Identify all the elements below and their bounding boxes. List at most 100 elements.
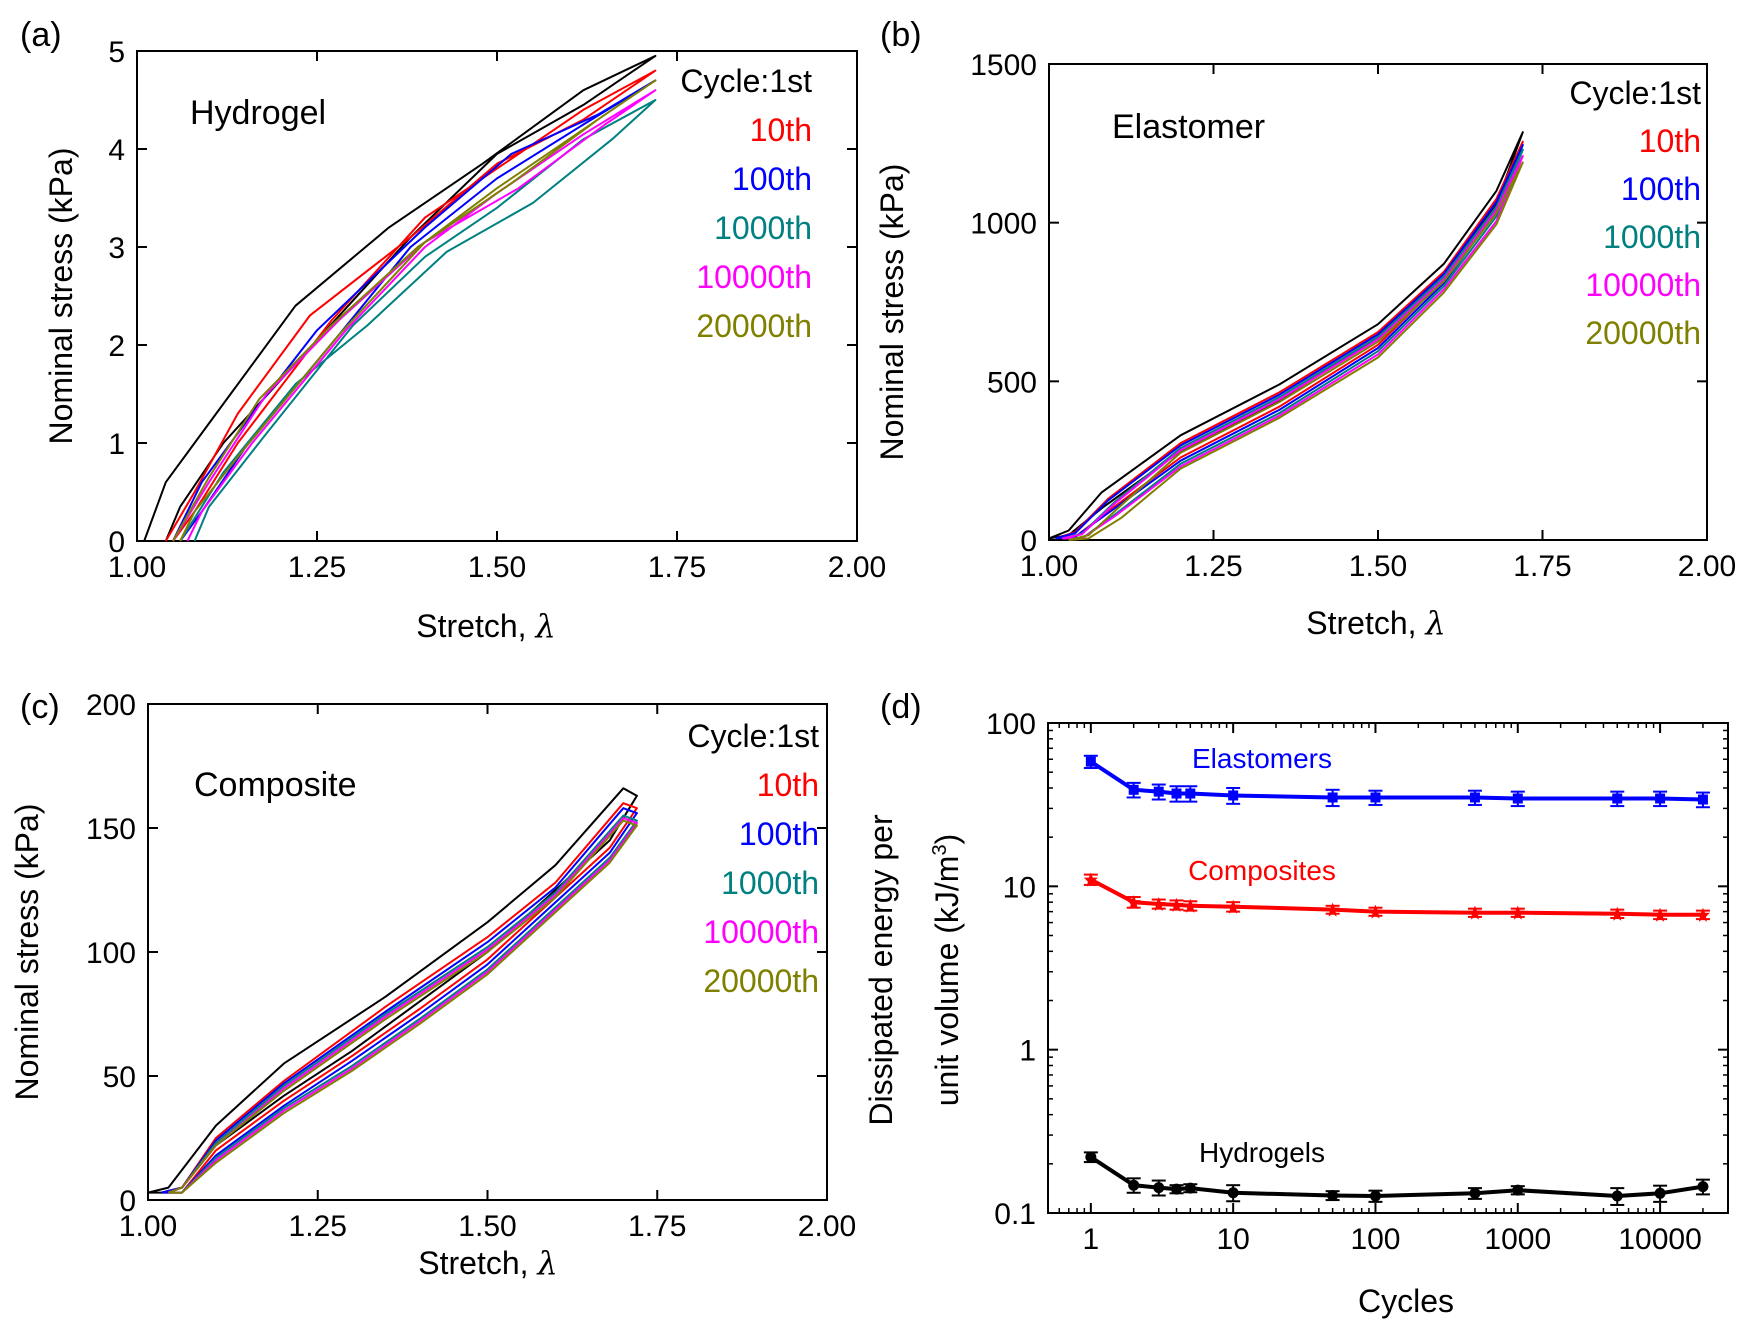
- y-tick-label: 2: [108, 330, 125, 363]
- y-tick-label: 0: [1020, 525, 1037, 558]
- x-tick-label: 1.25: [1184, 550, 1242, 583]
- y-tick-label: 150: [86, 813, 136, 846]
- y-tick-label: 500: [987, 366, 1037, 399]
- x-tick-label: 1.50: [468, 551, 526, 584]
- series-line-20000th: [172, 79, 657, 542]
- legend-entry: 1000th: [721, 865, 819, 901]
- legend-entry: 1000th: [1603, 219, 1701, 255]
- series-line-20000th: [168, 819, 638, 1194]
- panel-label: (d): [880, 688, 922, 726]
- series-line-hydrogels: [1089, 1155, 1704, 1198]
- x-tick-label: 2.00: [798, 1210, 856, 1243]
- data-point: [1612, 793, 1623, 804]
- data-point: [1226, 899, 1241, 914]
- data-point: [1610, 906, 1625, 921]
- series-line-100th: [1055, 143, 1524, 540]
- x-tick-label: 1.50: [1349, 550, 1407, 583]
- x-tick-label: 1.25: [289, 1210, 347, 1243]
- legend-entry: 100th: [739, 816, 819, 852]
- legend-entry: 10000th: [703, 914, 819, 950]
- y-tick-label: 10: [1003, 871, 1036, 904]
- x-tick-label: 1000: [1484, 1223, 1551, 1256]
- y-tick-label: 1: [1019, 1035, 1036, 1068]
- x-tick-label: 1.75: [648, 551, 706, 584]
- series-line-10000th: [168, 817, 638, 1194]
- panel-label: (c): [20, 688, 60, 726]
- y-tick-label: 0: [119, 1185, 136, 1218]
- y-tick-label: 5: [108, 36, 125, 69]
- x-tick-label: 1.00: [1020, 550, 1078, 583]
- data-point: [1327, 1189, 1339, 1201]
- x-tick-label: 2.00: [828, 551, 886, 584]
- data-point: [1083, 872, 1098, 887]
- data-point: [1370, 792, 1381, 803]
- series-line-20000th: [1068, 161, 1524, 541]
- y-axis-title: Nominal stress (kPa): [874, 164, 910, 461]
- data-point: [1227, 1187, 1239, 1199]
- x-axis-title: Stretch, λ: [418, 1244, 557, 1282]
- data-point: [1368, 904, 1383, 919]
- chart-panel-c: (c) 1.00 1.25 1.50 1.75 2.00 0 50 100 150 200 Stret…: [9, 688, 856, 1282]
- x-tick-label: 1.25: [288, 551, 346, 584]
- x-tick-label: 1: [1082, 1223, 1099, 1256]
- data-point: [1153, 786, 1164, 797]
- data-point: [1128, 1179, 1140, 1191]
- series-line-10000th: [1061, 155, 1524, 540]
- data-point: [1695, 907, 1710, 922]
- data-point: [1126, 895, 1141, 910]
- series-line-cycle1st: [147, 787, 638, 1194]
- y-tick-label: 0.1: [994, 1198, 1036, 1231]
- x-tick-label: 2.00: [1678, 550, 1736, 583]
- series-label-hydrogels: Hydrogels: [1199, 1137, 1325, 1168]
- data-point: [1653, 907, 1668, 922]
- data-point: [1611, 1190, 1623, 1202]
- data-point: [1469, 792, 1480, 803]
- data-point: [1327, 792, 1338, 803]
- series-line-10th: [164, 69, 657, 542]
- y-tick-label: 4: [108, 134, 125, 167]
- data-point: [1654, 1187, 1666, 1199]
- data-point: [1183, 898, 1198, 913]
- legend-entry: 10th: [757, 767, 819, 803]
- series-line-elastomers: [1089, 759, 1703, 802]
- legend-entry: 20000th: [1585, 315, 1701, 351]
- data-point: [1228, 790, 1239, 801]
- legend-entry: 10th: [750, 112, 812, 148]
- y-tick-label: 50: [103, 1061, 136, 1094]
- y-tick-label: 0: [108, 526, 125, 559]
- data-point: [1169, 897, 1184, 912]
- y-tick-label: 1500: [970, 49, 1037, 82]
- legend-entry: Cycle:1st: [680, 63, 812, 99]
- data-point: [1467, 905, 1482, 920]
- x-axis-title: Stretch, λ: [1306, 604, 1445, 642]
- x-tick-label: 1.00: [119, 1210, 177, 1243]
- series-line-cycle1st: [143, 54, 657, 542]
- legend-entry: 10th: [1639, 123, 1701, 159]
- legend-entry: 10000th: [1585, 267, 1701, 303]
- data-point: [1655, 793, 1666, 804]
- data-point: [1697, 794, 1708, 805]
- y-tick-label: 1000: [970, 208, 1037, 241]
- material-annotation: Elastomer: [1112, 108, 1265, 146]
- panel-label: (a): [20, 16, 62, 54]
- y-axis-title-line1: Dissipated energy per: [863, 814, 899, 1126]
- x-tick-label: 10: [1216, 1223, 1249, 1256]
- data-point: [1512, 1184, 1524, 1196]
- y-axis-title-line2: unit volume (kJ/m3): [929, 834, 965, 1107]
- data-point: [1325, 902, 1340, 917]
- y-axis-title: Nominal stress (kPa): [43, 148, 79, 445]
- data-point: [1185, 788, 1196, 799]
- panel-label: (b): [880, 16, 922, 54]
- data-point: [1153, 1182, 1165, 1194]
- legend-entry: 1000th: [714, 210, 812, 246]
- chart-panel-b: (b) 1.00 1.25 1.50 1.75 2.00 0 500 1000 1500 Stret…: [874, 16, 1736, 642]
- series-line-cycle1st: [1048, 131, 1524, 540]
- legend-entry: 100th: [732, 161, 812, 197]
- y-axis-title: Nominal stress (kPa): [9, 804, 45, 1101]
- legend-entry: 20000th: [703, 963, 819, 999]
- x-tick-label: 1.50: [458, 1210, 516, 1243]
- x-tick-label: 1.75: [1513, 550, 1571, 583]
- y-tick-label: 100: [86, 937, 136, 970]
- material-annotation: Composite: [194, 766, 357, 804]
